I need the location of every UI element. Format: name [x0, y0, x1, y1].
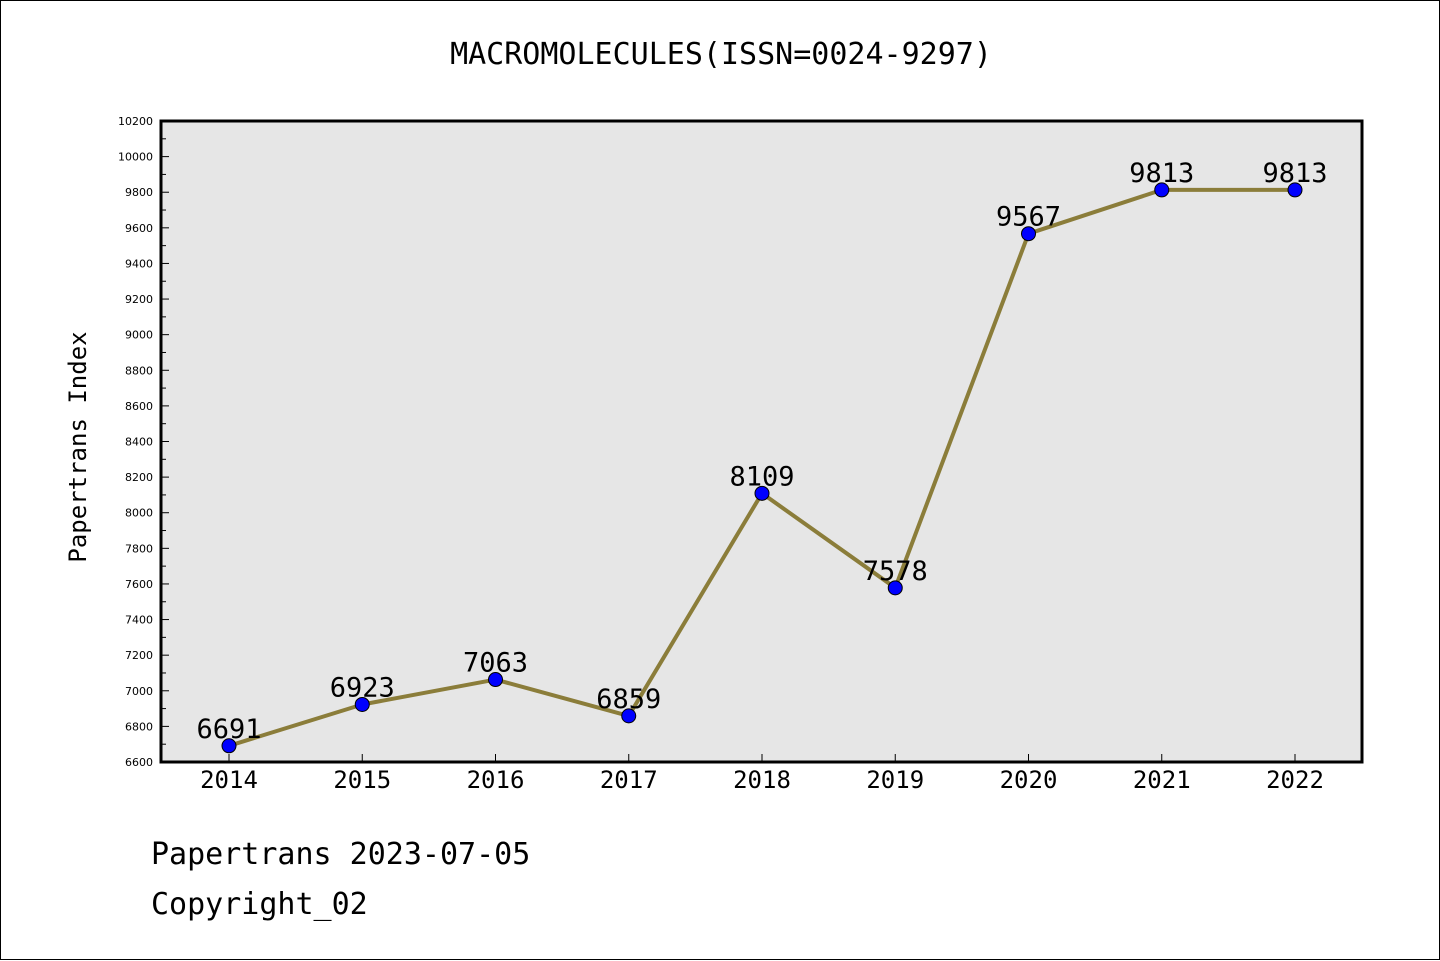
- data-point: [887, 580, 903, 596]
- x-tick-label: 2017: [600, 766, 658, 794]
- x-tick-label: 2020: [1000, 766, 1058, 794]
- x-tick-label: 2021: [1133, 766, 1191, 794]
- y-tick-label: 7600: [125, 578, 153, 591]
- plot-area: [159, 119, 1364, 764]
- x-tick-label: 2022: [1266, 766, 1324, 794]
- footer-date: Papertrans 2023-07-05: [151, 837, 531, 872]
- data-point: [1287, 182, 1303, 198]
- y-tick-label: 7400: [125, 614, 153, 627]
- x-tick-label: 2015: [333, 766, 391, 794]
- y-tick-label: 9200: [125, 293, 153, 306]
- data-point: [354, 696, 370, 712]
- data-label: 9567: [996, 202, 1061, 233]
- y-tick-label: 8000: [125, 507, 153, 520]
- data-label: 6923: [330, 672, 395, 703]
- data-labels: 6691 6923 7063 6859 8109 7578 9567 9813 9813: [196, 158, 1327, 745]
- data-point: [221, 738, 237, 754]
- y-tick-label: 7200: [125, 649, 153, 662]
- data-label: 7063: [463, 648, 528, 679]
- data-point: [488, 672, 503, 688]
- y-tick-label: 6800: [125, 720, 153, 733]
- y-axis-title: Papertrans Index: [64, 331, 92, 562]
- data-label: 9813: [1129, 158, 1194, 189]
- x-tick-label: 2014: [200, 766, 258, 794]
- y-tick-label: 9000: [125, 329, 153, 342]
- y-tick-label: 7000: [125, 685, 153, 698]
- y-axis: 6600 6800 7000 7200 7400 7600 7800 8000 8200 8400…: [118, 115, 169, 769]
- data-point: [1154, 182, 1170, 198]
- x-tick-label: 2016: [467, 766, 525, 794]
- y-tick-label: 10000: [118, 151, 153, 164]
- x-axis: 2014 2015 2016 2017 2018 2019 2020 2021 2022: [200, 754, 1324, 794]
- data-label: 6859: [596, 684, 661, 715]
- data-label: 8109: [729, 461, 794, 492]
- data-point: [1021, 226, 1036, 242]
- y-tick-label: 8800: [125, 364, 153, 377]
- y-tick-label: 9800: [125, 186, 153, 199]
- chart-title: MACROMOLECULES(ISSN=0024-9297): [450, 37, 992, 72]
- data-label: 6691: [196, 714, 261, 745]
- y-tick-label: 10200: [118, 115, 153, 128]
- y-tick-label: 9400: [125, 257, 153, 270]
- data-label: 9813: [1262, 158, 1327, 189]
- footer-copyright: Copyright_02: [151, 887, 368, 922]
- data-point: [621, 708, 637, 724]
- y-tick-label: 8200: [125, 471, 153, 484]
- y-tick-label: 8600: [125, 400, 153, 413]
- x-tick-label: 2018: [733, 766, 791, 794]
- y-tick-label: 7800: [125, 542, 153, 555]
- y-tick-label: 6600: [125, 756, 153, 769]
- data-point: [754, 485, 770, 501]
- y-tick-label: 9600: [125, 222, 153, 235]
- data-label: 7578: [863, 556, 928, 587]
- data-markers: [221, 182, 1303, 754]
- y-tick-label: 8400: [125, 436, 153, 449]
- x-tick-label: 2019: [866, 766, 924, 794]
